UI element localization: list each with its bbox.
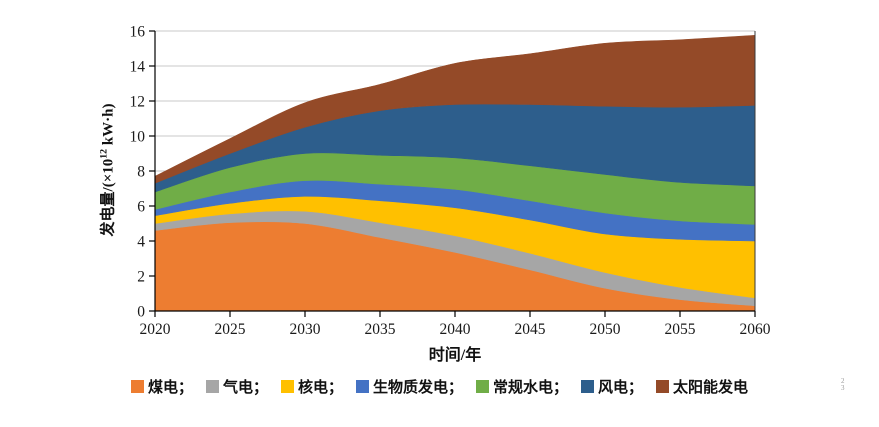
legend: 煤电； 气电； 核电； 生物质发电； 常规水电； 风电； 太阳能发电 [0, 376, 879, 397]
axes: 0 2 4 6 8 10 12 14 16 2020 2025 2030 2035 2040 2045 205… [130, 24, 771, 339]
legend-label: 常规水电； [493, 380, 569, 396]
x-tick-label: 2025 [215, 321, 246, 338]
legend-label: 太阳能发电 [673, 380, 749, 396]
y-axis-title: 发电量/(×1012 kW·h) [97, 104, 118, 237]
legend-swatch [280, 380, 294, 393]
legend-item-0: 煤电； [130, 376, 193, 397]
legend-item-3: 生物质发电； [355, 376, 463, 397]
area-series-group [154, 35, 756, 312]
legend-item-5: 风电； [581, 376, 643, 397]
legend-item-2: 核电； [280, 376, 343, 397]
legend-item-1: 气电； [205, 376, 268, 397]
x-tick-label: 2035 [365, 321, 396, 338]
x-tick-label: 2045 [515, 321, 546, 338]
y-tick-label: 0 [137, 304, 145, 321]
legend-label: 风电； [598, 380, 644, 396]
legend-label: 煤电； [147, 380, 193, 396]
y-axis-title-unit: kW·h) [100, 103, 117, 149]
legend-item-6: 太阳能发电 [656, 376, 748, 397]
legend-swatch [656, 380, 670, 393]
y-tick-label: 6 [137, 199, 145, 216]
y-tick-label: 12 [130, 94, 146, 111]
legend-label: 核电； [297, 380, 343, 396]
y-axis-title-exponent: 12 [98, 148, 110, 159]
x-tick-label: 2040 [440, 321, 471, 338]
x-tick-label: 2030 [290, 321, 321, 338]
x-axis-title: 时间/年 [428, 347, 482, 364]
legend-swatch [130, 380, 144, 393]
y-tick-label: 2 [137, 269, 145, 286]
y-axis-title-text: 发电量/(×10 [100, 158, 117, 237]
legend-swatch [476, 380, 489, 393]
y-tick-label: 10 [130, 129, 146, 146]
stacked-area-chart: 0 2 4 6 8 10 12 14 16 2020 2025 2030 2035 2040 2045 205… [130, 24, 771, 339]
legend-swatch [581, 380, 595, 393]
y-tick-label: 14 [130, 59, 146, 76]
x-tick-label: 2050 [590, 321, 621, 338]
legend-swatch [205, 380, 219, 393]
y-tick-label: 16 [130, 24, 146, 41]
y-tick-label: 4 [137, 234, 145, 251]
legend-swatch [355, 380, 369, 393]
y-tick-label: 8 [137, 164, 145, 181]
legend-item-4: 常规水电； [476, 376, 568, 397]
x-tick-label: 2020 [140, 321, 171, 338]
legend-label: 气电； [222, 380, 268, 396]
x-tick-label: 2060 [740, 321, 771, 338]
scan-artifact: 2 3 [841, 377, 845, 392]
legend-label: 生物质发电； [372, 380, 463, 396]
x-tick-label: 2055 [665, 321, 696, 338]
